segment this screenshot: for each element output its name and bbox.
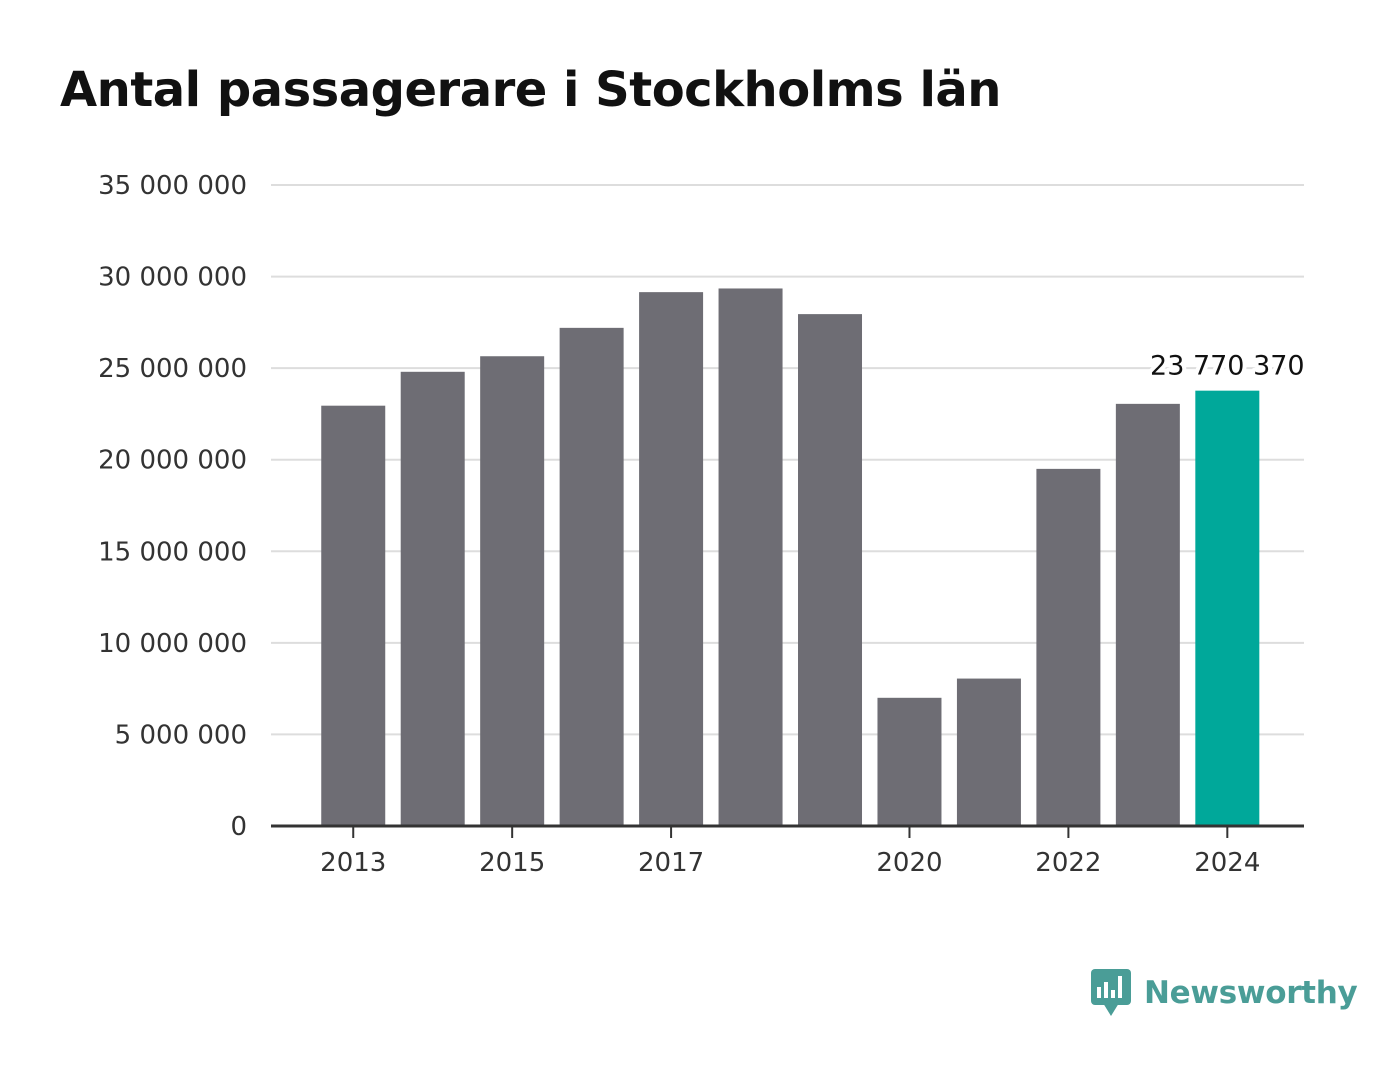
bar-2017: [639, 292, 704, 827]
y-tick-label: 35 000 000: [98, 171, 247, 201]
bar-2020: [877, 697, 942, 826]
bar-2019: [798, 314, 863, 826]
bar-2013: [321, 405, 386, 826]
bar-2015: [480, 356, 545, 826]
brand-name: Newsworthy: [1144, 975, 1358, 1011]
x-axis-tick-labels: 2013 2015 2017 2020 2022 2024: [320, 848, 1260, 878]
y-tick-label: 20 000 000: [98, 446, 247, 476]
data-label: 23 770 370: [1150, 351, 1305, 382]
bar-2024: [1195, 390, 1260, 826]
y-tick-label: 5 000 000: [115, 720, 247, 750]
newsworthy-logo: Newsworthy: [1090, 968, 1358, 1018]
x-tick-label: 2015: [479, 848, 545, 878]
y-tick-label: 15 000 000: [98, 537, 247, 567]
y-tick-label: 30 000 000: [98, 263, 247, 293]
x-axis: [271, 824, 1304, 838]
y-tick-label: 0: [230, 812, 247, 842]
bar-chart: 0 5 000 000 10 000 000 15 000 000 20 000 000…: [98, 171, 1309, 878]
newsworthy-bar-chart-icon: [1091, 969, 1131, 1016]
bar-2016: [559, 327, 624, 826]
bars: [321, 288, 1260, 827]
x-tick-label: 2024: [1194, 848, 1260, 878]
bar-2022: [1036, 468, 1101, 826]
x-tick-label: 2017: [638, 848, 704, 878]
y-axis-tick-labels: 0 5 000 000 10 000 000 15 000 000 20 000 000…: [98, 171, 247, 842]
y-tick-label: 10 000 000: [98, 629, 247, 659]
chart-title: Antal passagerare i Stockholms län: [60, 62, 1001, 118]
bar-2021: [956, 678, 1021, 826]
y-tick-label: 25 000 000: [98, 354, 247, 384]
x-tick-label: 2022: [1035, 848, 1101, 878]
bar-2014: [400, 371, 465, 826]
x-tick-label: 2013: [320, 848, 386, 878]
bar-2023: [1115, 403, 1180, 826]
bar-2018: [718, 288, 783, 826]
data-label-halo: 23 770 370: [1150, 351, 1305, 382]
x-tick-label: 2020: [876, 848, 942, 878]
